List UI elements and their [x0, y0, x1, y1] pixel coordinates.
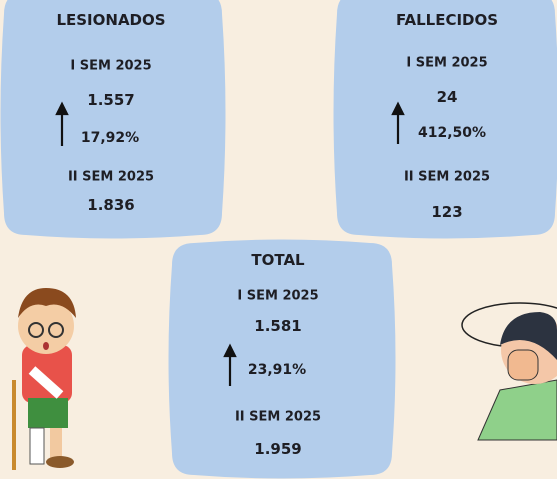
period-value: 1.959 [254, 440, 301, 458]
woman-illustration [462, 303, 557, 440]
period-label: II SEM 2025 [404, 170, 490, 185]
change-percent: 23,91% [248, 362, 306, 378]
boy-illustration [14, 288, 76, 470]
period-label: I SEM 2025 [70, 59, 151, 74]
card-title: FALLECIDOS [396, 11, 498, 29]
period-label: II SEM 2025 [68, 170, 154, 185]
period-value: 24 [437, 88, 458, 106]
period-label: I SEM 2025 [237, 289, 318, 304]
card-title: TOTAL [251, 251, 304, 269]
period-value: 1.557 [87, 91, 134, 109]
period-value: 1.836 [87, 196, 134, 214]
period-value: 1.581 [254, 317, 301, 335]
card-title: LESIONADOS [56, 11, 165, 29]
infographic: LESIONADOS I SEM 2025 1.557 17,92% II SEM 20… [0, 0, 557, 479]
change-percent: 412,50% [418, 125, 486, 141]
period-value: 123 [431, 203, 462, 221]
change-percent: 17,92% [81, 130, 139, 146]
period-label: II SEM 2025 [235, 410, 321, 425]
period-label: I SEM 2025 [406, 56, 487, 71]
